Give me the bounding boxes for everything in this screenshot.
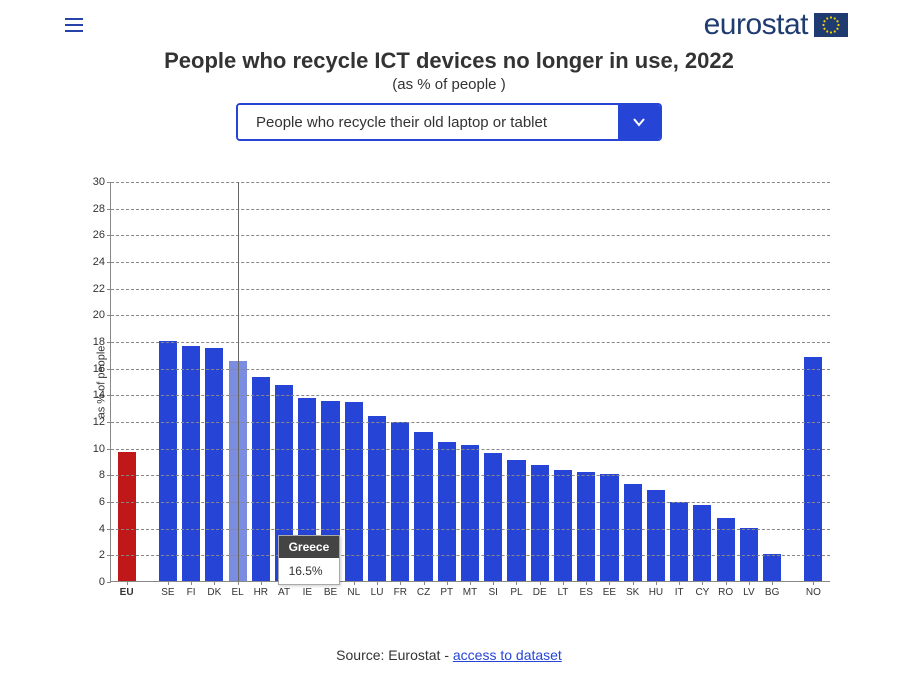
bar-PT[interactable] bbox=[438, 442, 456, 581]
y-tick-label: 4 bbox=[99, 523, 111, 535]
y-tick-label: 26 bbox=[93, 229, 111, 241]
x-tick-label: SI bbox=[489, 581, 498, 598]
bar-SI[interactable] bbox=[484, 453, 502, 581]
gridline bbox=[111, 262, 830, 263]
bar-FI[interactable] bbox=[182, 346, 200, 581]
eu-flag-icon bbox=[814, 13, 848, 37]
tooltip-title: Greece bbox=[279, 536, 340, 558]
bar-PL[interactable] bbox=[507, 460, 525, 581]
x-tick-label: LV bbox=[743, 581, 755, 598]
chevron-down-icon bbox=[631, 114, 647, 130]
bar-MT[interactable] bbox=[461, 445, 479, 581]
x-tick-label: EE bbox=[603, 581, 616, 598]
bar-HR[interactable] bbox=[252, 377, 270, 581]
dropdown-selected-label: People who recycle their old laptop or t… bbox=[238, 105, 618, 139]
gridline bbox=[111, 475, 830, 476]
eurostat-logo: eurostat bbox=[704, 8, 848, 42]
gridline bbox=[111, 555, 830, 556]
y-tick-label: 30 bbox=[93, 176, 111, 188]
bar-IT[interactable] bbox=[670, 502, 688, 581]
y-tick-label: 22 bbox=[93, 283, 111, 295]
bar-chart[interactable]: as % of people 0246810121416182022242628… bbox=[110, 182, 830, 582]
x-tick-label: HR bbox=[254, 581, 268, 598]
source-line: Source: Eurostat - access to dataset bbox=[0, 647, 898, 663]
x-tick-label: RO bbox=[718, 581, 733, 598]
logo-text: eurostat bbox=[704, 8, 808, 42]
bar-LT[interactable] bbox=[554, 470, 572, 581]
x-tick-label: ES bbox=[580, 581, 593, 598]
gridline bbox=[111, 422, 830, 423]
bar-ES[interactable] bbox=[577, 472, 595, 581]
y-tick-label: 20 bbox=[93, 309, 111, 321]
gridline bbox=[111, 289, 830, 290]
source-link[interactable]: access to dataset bbox=[453, 647, 562, 663]
bar-NL[interactable] bbox=[345, 402, 363, 581]
tooltip: Greece16.5% bbox=[278, 535, 341, 585]
bar-EU[interactable] bbox=[118, 452, 136, 581]
gridline bbox=[111, 395, 830, 396]
gridline bbox=[111, 369, 830, 370]
gridline bbox=[111, 342, 830, 343]
x-tick-label: EU bbox=[120, 581, 134, 598]
y-tick-label: 0 bbox=[99, 576, 111, 588]
gridline bbox=[111, 529, 830, 530]
y-tick-label: 14 bbox=[93, 389, 111, 401]
source-prefix: Source: Eurostat - bbox=[336, 647, 453, 663]
tooltip-value: 16.5% bbox=[279, 558, 340, 584]
chart-subtitle: (as % of people ) bbox=[0, 76, 898, 93]
x-tick-label: FR bbox=[394, 581, 407, 598]
x-tick-label: SK bbox=[626, 581, 639, 598]
bar-SE[interactable] bbox=[159, 341, 177, 581]
bar-BG[interactable] bbox=[763, 554, 781, 581]
x-tick-label: DE bbox=[533, 581, 547, 598]
series-dropdown[interactable]: People who recycle their old laptop or t… bbox=[236, 103, 662, 141]
bar-HU[interactable] bbox=[647, 490, 665, 581]
gridline bbox=[111, 449, 830, 450]
x-tick-label: MT bbox=[463, 581, 477, 598]
x-tick-label: NL bbox=[347, 581, 360, 598]
x-tick-label: DK bbox=[207, 581, 221, 598]
y-tick-label: 24 bbox=[93, 256, 111, 268]
gridline bbox=[111, 315, 830, 316]
bar-DE[interactable] bbox=[531, 465, 549, 581]
x-tick-label: IT bbox=[675, 581, 684, 598]
bar-CY[interactable] bbox=[693, 505, 711, 581]
x-tick-label: HU bbox=[649, 581, 663, 598]
bar-DK[interactable] bbox=[205, 348, 223, 581]
y-tick-label: 16 bbox=[93, 363, 111, 375]
x-tick-label: CY bbox=[695, 581, 709, 598]
x-tick-label: PL bbox=[510, 581, 522, 598]
x-tick-label: PT bbox=[440, 581, 453, 598]
y-tick-label: 12 bbox=[93, 416, 111, 428]
gridline bbox=[111, 182, 830, 183]
chart-title: People who recycle ICT devices no longer… bbox=[0, 48, 898, 74]
x-tick-label: LT bbox=[557, 581, 568, 598]
bar-SK[interactable] bbox=[624, 484, 642, 581]
y-tick-label: 10 bbox=[93, 443, 111, 455]
x-tick-label: EL bbox=[231, 581, 243, 598]
x-tick-label: LU bbox=[371, 581, 384, 598]
y-tick-label: 8 bbox=[99, 469, 111, 481]
gridline bbox=[111, 502, 830, 503]
x-tick-label: SE bbox=[161, 581, 174, 598]
gridline bbox=[111, 235, 830, 236]
y-tick-label: 18 bbox=[93, 336, 111, 348]
y-tick-label: 2 bbox=[99, 549, 111, 561]
bar-NO[interactable] bbox=[804, 357, 822, 581]
x-tick-label: CZ bbox=[417, 581, 430, 598]
hamburger-menu-icon[interactable] bbox=[65, 18, 83, 32]
x-tick-label: BG bbox=[765, 581, 779, 598]
y-tick-label: 6 bbox=[99, 496, 111, 508]
y-tick-label: 28 bbox=[93, 203, 111, 215]
bar-CZ[interactable] bbox=[414, 432, 432, 581]
x-tick-label: NO bbox=[806, 581, 821, 598]
crosshair bbox=[238, 182, 239, 581]
y-axis-label: as % of people bbox=[95, 345, 107, 418]
x-tick-label: FI bbox=[187, 581, 196, 598]
bar-LV[interactable] bbox=[740, 528, 758, 581]
dropdown-toggle-button[interactable] bbox=[618, 105, 660, 139]
gridline bbox=[111, 209, 830, 210]
